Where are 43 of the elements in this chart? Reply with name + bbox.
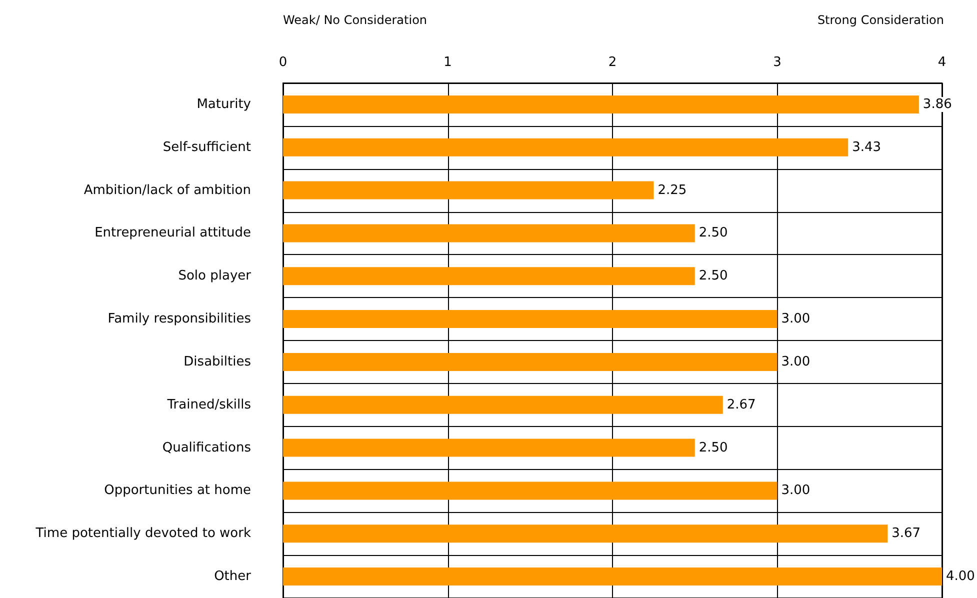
y-tick-label: Other [214, 569, 252, 584]
data-label: 2.25 [658, 182, 687, 198]
bar [283, 181, 654, 200]
y-tick-label: Self-sufficient [162, 140, 251, 155]
y-tick-label: Family responsibilities [108, 312, 252, 327]
bar [283, 138, 848, 156]
data-label: 3.43 [852, 140, 882, 155]
bar [283, 482, 778, 500]
text: Strong Consideration [817, 13, 944, 27]
data-label: 3.00 [781, 354, 810, 370]
bar [283, 524, 888, 543]
y-tick-label: Maturity [196, 96, 252, 112]
y-tick-label: Time potentially devoted to work [34, 526, 252, 542]
x-tick-label: 3 [773, 55, 782, 70]
x-tick-label: 2 [608, 55, 617, 70]
data-label: 3.86 [922, 96, 952, 112]
x-tick-label: 1 [444, 55, 452, 70]
y-tick-label: Qualifications [162, 440, 252, 456]
data-label: 4.00 [946, 569, 975, 584]
bar [283, 224, 695, 242]
bar [283, 396, 723, 414]
bar [283, 352, 778, 371]
data-label: 3.67 [892, 526, 921, 542]
bar [283, 310, 778, 328]
text: Weak/ No Consideration [283, 13, 428, 27]
y-tick-label: Disabilties [184, 354, 252, 370]
data-label: 3.00 [781, 312, 810, 327]
y-tick-label: Ambition/lack of ambition [84, 182, 251, 198]
data-label: 3.00 [781, 483, 810, 498]
bar [283, 568, 942, 586]
data-label: 2.50 [698, 440, 728, 456]
bar [283, 267, 695, 286]
data-label: 2.50 [698, 226, 728, 241]
y-tick-label: Trained/skills [166, 397, 252, 412]
data-label: 2.67 [726, 397, 756, 412]
x-tick-label: 0 [278, 55, 288, 70]
bar [283, 438, 695, 457]
y-tick-label: Solo player [178, 268, 252, 284]
x-tick-label: 4 [938, 55, 946, 70]
bar [283, 95, 919, 114]
y-tick-label: Opportunities at home [104, 483, 251, 498]
data-label: 2.50 [698, 268, 728, 284]
y-tick-label: Entrepreneurial attitude [94, 226, 251, 241]
